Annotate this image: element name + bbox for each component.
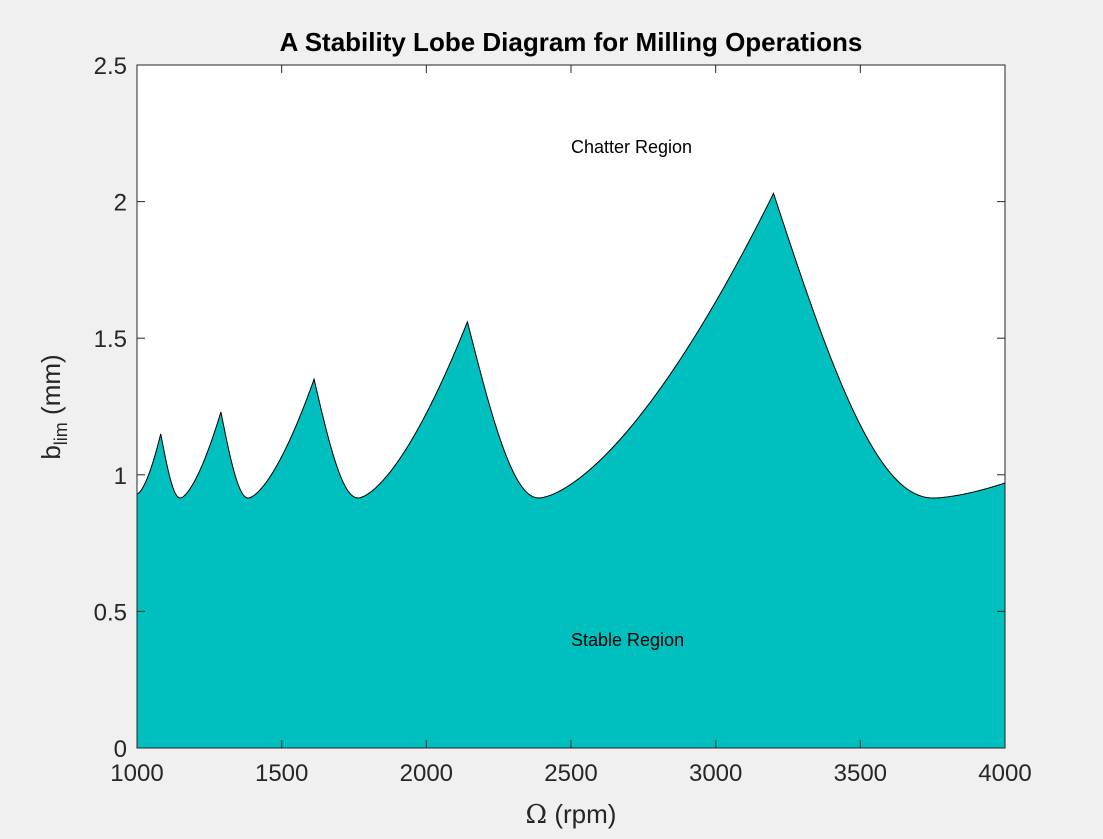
x-tick-label: 1000 — [110, 760, 163, 787]
y-tick-label: 0 — [114, 736, 127, 763]
x-tick-label: 3000 — [689, 760, 742, 787]
y-tick-label: 1 — [114, 463, 127, 490]
x-axis-ticks: 1000 1500 2000 2500 3000 3500 4000 — [110, 65, 1032, 787]
x-axis-label: Ω (rpm) — [526, 799, 617, 830]
chatter-region-label: Chatter Region — [571, 137, 692, 157]
y-tick-label: 2 — [114, 190, 127, 217]
chart-title: A Stability Lobe Diagram for Milling Ope… — [280, 27, 863, 57]
y-tick-label: 2.5 — [94, 53, 127, 80]
y-axis-label: blim (mm) — [36, 354, 71, 459]
stable-region-area — [137, 193, 1005, 748]
y-axis-ticks: 0 0.5 1 1.5 2 2.5 — [94, 53, 1005, 763]
x-tick-label: 1500 — [255, 760, 308, 787]
stable-region-label: Stable Region — [571, 630, 684, 650]
x-tick-label: 2000 — [400, 760, 453, 787]
x-tick-label: 2500 — [544, 760, 597, 787]
stability-lobe-curve — [136, 192, 1006, 499]
y-tick-label: 1.5 — [94, 326, 127, 353]
x-tick-label: 3500 — [834, 760, 887, 787]
y-tick-label: 0.5 — [94, 599, 127, 626]
x-tick-label: 4000 — [978, 760, 1031, 787]
